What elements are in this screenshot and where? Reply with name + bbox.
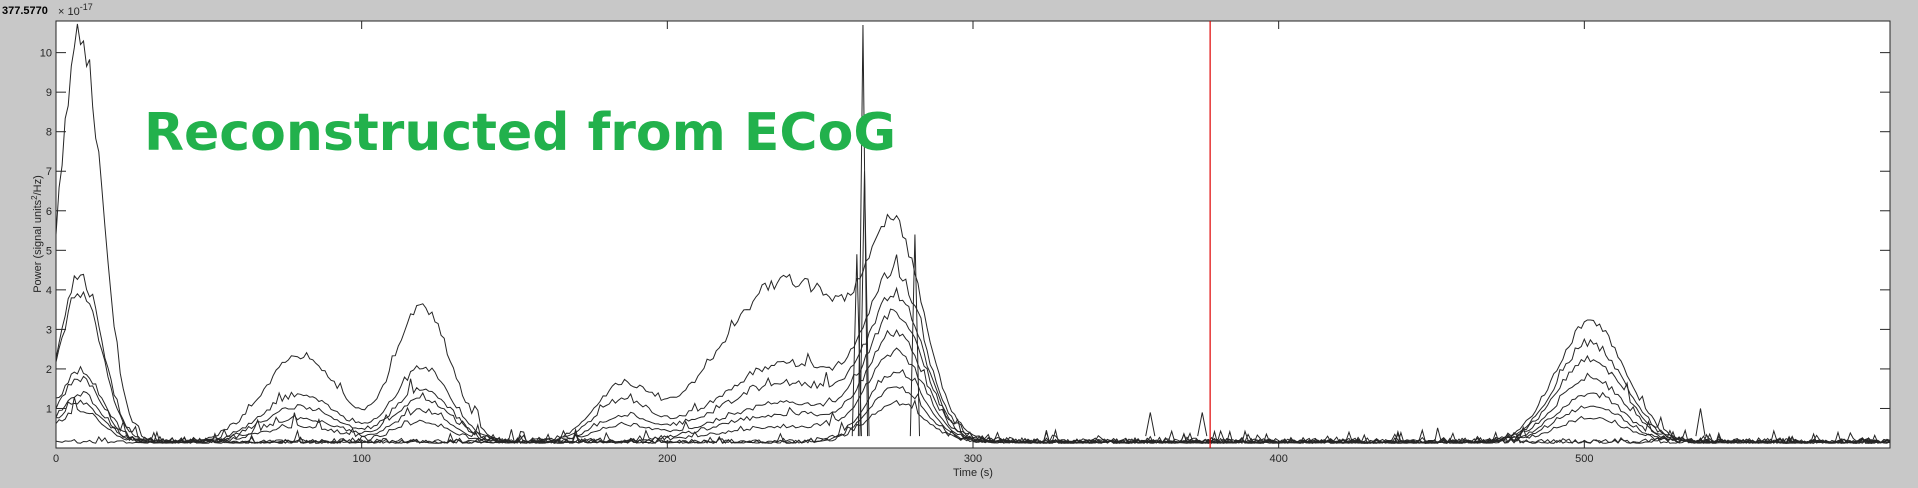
y-tick-label: 1: [46, 403, 52, 415]
spike-mark: [851, 254, 862, 437]
y-exponent-power: -17: [80, 2, 93, 12]
x-tick-label: 100: [352, 453, 370, 465]
y-tick-label: 3: [46, 324, 52, 336]
x-axis-label: Time (s): [953, 467, 993, 479]
y-tick-label: 8: [46, 127, 52, 139]
spike-mark: [1197, 412, 1208, 437]
y-tick-label: 10: [40, 48, 52, 60]
y-tick-label: 7: [46, 166, 52, 178]
plot-area: [55, 20, 1891, 449]
spike-mark: [1145, 412, 1156, 437]
y-exponent-label: × 10-17: [58, 2, 93, 18]
x-tick-label: 200: [658, 453, 676, 465]
overlay-title: Reconstructed from ECoG: [144, 103, 896, 163]
spike-mark: [1695, 408, 1706, 437]
cursor-value-readout: 377.5770: [2, 5, 48, 17]
y-axis-label-tail: /Hz): [32, 175, 44, 195]
y-tick-label: 4: [46, 285, 52, 297]
y-tick-label: 2: [46, 364, 52, 376]
x-tick-label: 500: [1575, 453, 1593, 465]
x-axis-ticks: 0 100 200 300 400 500: [53, 21, 1594, 465]
x-tick-label: 400: [1269, 453, 1287, 465]
y-axis-ticks: 1 2 3 4 5 6 7 8 9 10: [40, 48, 1890, 415]
y-axis-label-main: Power (signal units: [32, 199, 44, 292]
spike-mark: [859, 171, 870, 437]
x-tick-label: 0: [53, 453, 59, 465]
y-axis-label: Power (signal units2/Hz): [30, 175, 44, 293]
y-exponent-base: × 10: [58, 6, 80, 18]
spike-mark: [857, 24, 869, 437]
y-axis-label-sup: 2: [30, 195, 39, 200]
y-tick-label: 5: [46, 245, 52, 257]
y-tick-label: 9: [46, 87, 52, 99]
x-tick-label: 300: [964, 453, 982, 465]
spike-mark: [909, 234, 921, 437]
y-tick-label: 6: [46, 206, 52, 218]
power-trace: [55, 23, 1891, 445]
